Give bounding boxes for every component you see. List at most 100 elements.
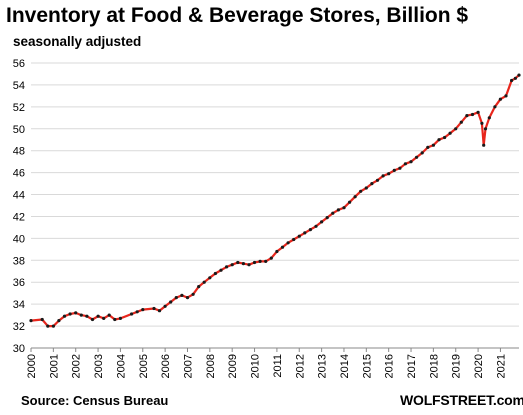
y-tick-label-36: 36 xyxy=(13,277,25,289)
data-point xyxy=(510,78,514,83)
data-point xyxy=(409,160,413,164)
y-tick-label-32: 32 xyxy=(13,321,25,333)
data-point xyxy=(40,317,44,322)
data-point xyxy=(169,300,173,304)
brand-watermark: WOLFSTREET.com xyxy=(400,392,523,408)
x-tick-label-2018: 2018 xyxy=(428,354,440,378)
data-point xyxy=(353,195,357,199)
data-point xyxy=(517,73,521,77)
data-point xyxy=(431,143,435,147)
data-point xyxy=(118,316,122,320)
x-tick-label-2009: 2009 xyxy=(227,354,239,378)
data-point xyxy=(292,237,296,242)
data-point xyxy=(241,262,245,266)
y-tick-label-46: 46 xyxy=(13,168,25,180)
data-point xyxy=(482,143,486,147)
data-point xyxy=(465,114,469,118)
data-point xyxy=(454,127,458,131)
data-point xyxy=(443,135,447,140)
x-tick-label-2007: 2007 xyxy=(182,354,194,378)
data-point xyxy=(107,313,111,317)
data-point xyxy=(113,317,117,322)
data-point xyxy=(513,76,518,80)
x-tick-label-2019: 2019 xyxy=(451,354,463,378)
x-tick-label-2020: 2020 xyxy=(473,354,485,378)
data-point xyxy=(230,263,234,267)
chart-subtitle: seasonally adjusted xyxy=(13,34,142,49)
data-point xyxy=(130,312,134,316)
data-point xyxy=(102,316,106,320)
data-point xyxy=(498,97,502,101)
data-point xyxy=(74,311,78,315)
x-tick-label-2011: 2011 xyxy=(272,354,284,378)
data-point xyxy=(426,145,430,149)
source-note: Source: Census Bureau xyxy=(21,393,169,408)
y-tick-label-40: 40 xyxy=(13,233,25,245)
data-point xyxy=(202,280,206,284)
data-point xyxy=(252,260,257,265)
data-point xyxy=(141,308,145,312)
y-tick-label-44: 44 xyxy=(13,190,25,202)
data-point xyxy=(225,265,229,269)
x-tick-label-2006: 2006 xyxy=(160,354,172,378)
x-tick-label-2000: 2000 xyxy=(26,354,38,378)
data-point xyxy=(29,319,33,323)
data-point xyxy=(398,166,402,170)
data-point xyxy=(62,314,67,318)
x-tick-label-2002: 2002 xyxy=(71,354,83,378)
x-tick-label-2015: 2015 xyxy=(361,354,373,378)
data-point xyxy=(163,304,167,308)
chart-title: Inventory at Food & Beverage Stores, Bil… xyxy=(6,4,469,27)
x-tick-label-2012: 2012 xyxy=(294,354,306,378)
data-point xyxy=(68,312,72,316)
data-point xyxy=(180,293,184,297)
data-point xyxy=(487,116,491,120)
data-point xyxy=(275,249,279,254)
data-point xyxy=(504,94,508,98)
data-point xyxy=(135,310,139,314)
data-point xyxy=(157,309,162,313)
data-point xyxy=(420,151,424,155)
data-point xyxy=(359,189,363,193)
data-point xyxy=(331,211,335,215)
data-point xyxy=(314,224,318,228)
data-point xyxy=(370,182,374,186)
data-point xyxy=(152,306,156,311)
data-point xyxy=(280,245,285,249)
x-tick-label-2014: 2014 xyxy=(339,354,351,378)
data-point xyxy=(174,296,178,300)
y-tick-label-42: 42 xyxy=(13,211,25,223)
data-point xyxy=(470,112,475,117)
data-point xyxy=(219,268,223,272)
x-tick-label-2017: 2017 xyxy=(406,354,418,378)
data-point xyxy=(493,105,497,109)
data-point xyxy=(191,292,195,296)
data-point xyxy=(381,174,385,178)
data-point xyxy=(476,110,480,114)
data-point xyxy=(483,127,488,131)
x-tick-label-2010: 2010 xyxy=(250,354,262,378)
x-tick-label-2005: 2005 xyxy=(138,354,150,378)
data-point xyxy=(185,296,190,300)
y-tick-label-50: 50 xyxy=(13,124,25,136)
data-point xyxy=(364,186,368,190)
data-point xyxy=(375,178,380,182)
x-tick-label-2016: 2016 xyxy=(384,354,396,378)
x-tick-label-2004: 2004 xyxy=(115,354,127,378)
y-tick-label-56: 56 xyxy=(13,58,25,70)
data-point xyxy=(320,220,324,224)
data-point xyxy=(213,271,217,276)
y-tick-label-52: 52 xyxy=(13,102,25,114)
data-point xyxy=(57,319,61,323)
data-point xyxy=(392,168,396,172)
data-point xyxy=(403,162,407,166)
data-point xyxy=(258,259,262,263)
y-tick-label-38: 38 xyxy=(13,255,25,267)
data-point xyxy=(348,200,352,204)
data-point xyxy=(308,228,312,232)
data-point xyxy=(480,121,484,125)
data-point xyxy=(85,314,89,318)
data-point xyxy=(387,172,391,176)
data-point xyxy=(336,208,340,212)
